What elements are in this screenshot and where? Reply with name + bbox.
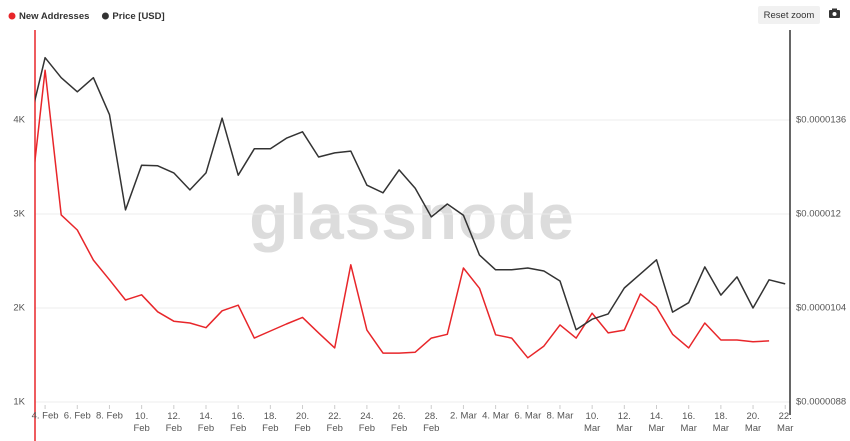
x-tick-label: 12. Mar xyxy=(616,411,632,434)
x-tick-label: 16. Feb xyxy=(230,411,246,434)
x-tick-label: 2. Mar xyxy=(450,411,477,422)
y-tick-label: 1K xyxy=(13,397,25,408)
x-tick-label: 22. Feb xyxy=(327,411,343,434)
reset-zoom-button[interactable]: Reset zoom xyxy=(758,6,820,24)
legend-label: Price [USD] xyxy=(112,11,164,22)
x-tick-label: 12. Feb xyxy=(166,411,182,434)
y2-tick-label: $0.0000088 xyxy=(796,397,846,408)
x-tick-label: 18. Mar xyxy=(713,411,729,434)
y2-tick-label: $0.000012 xyxy=(796,209,841,220)
x-tick-label: 20. Mar xyxy=(745,411,761,434)
series-line xyxy=(35,56,786,331)
x-tick-label: 8. Feb xyxy=(96,411,123,422)
x-tick-label: 8. Mar xyxy=(547,411,574,422)
x-tick-label: 24. Feb xyxy=(359,411,375,434)
x-tick-label: 20. Feb xyxy=(294,411,310,434)
y-tick-label: 4K xyxy=(13,115,25,126)
x-tick-label: 28. Feb xyxy=(423,411,439,434)
camera-icon[interactable] xyxy=(829,8,840,19)
camera-lens[interactable] xyxy=(832,12,837,16)
y2-tick-label: $0.0000136 xyxy=(796,115,846,126)
watermark: glassnode xyxy=(249,181,575,253)
x-tick-label: 14. Mar xyxy=(648,411,664,434)
x-tick-label: 10. Feb xyxy=(133,411,149,434)
legend-marker xyxy=(101,12,109,20)
x-tick-label: 26. Feb xyxy=(391,411,407,434)
x-tick-label: 16. Mar xyxy=(681,411,697,434)
x-tick-label: 10. Mar xyxy=(584,411,600,434)
x-tick-label: 22. Mar xyxy=(777,411,793,434)
x-tick-label: 14. Feb xyxy=(198,411,214,434)
camera-top[interactable] xyxy=(832,8,837,11)
legend-marker xyxy=(8,12,16,20)
button-bg[interactable] xyxy=(758,6,820,24)
x-tick-label: 4. Mar xyxy=(482,411,509,422)
plot-area xyxy=(35,56,786,359)
button-label[interactable]: Reset zoom xyxy=(764,10,815,21)
y-tick-label: 2K xyxy=(13,303,25,314)
x-tick-label: 4. Feb xyxy=(32,411,59,422)
x-tick-label: 6. Feb xyxy=(64,411,91,422)
x-tick-label: 18. Feb xyxy=(262,411,278,434)
series-line xyxy=(35,69,770,359)
legend-label: New Addresses xyxy=(19,11,89,22)
x-tick-label: 6. Mar xyxy=(514,411,541,422)
y-tick-label: 3K xyxy=(13,209,25,220)
y2-tick-label: $0.0000104 xyxy=(796,303,846,314)
